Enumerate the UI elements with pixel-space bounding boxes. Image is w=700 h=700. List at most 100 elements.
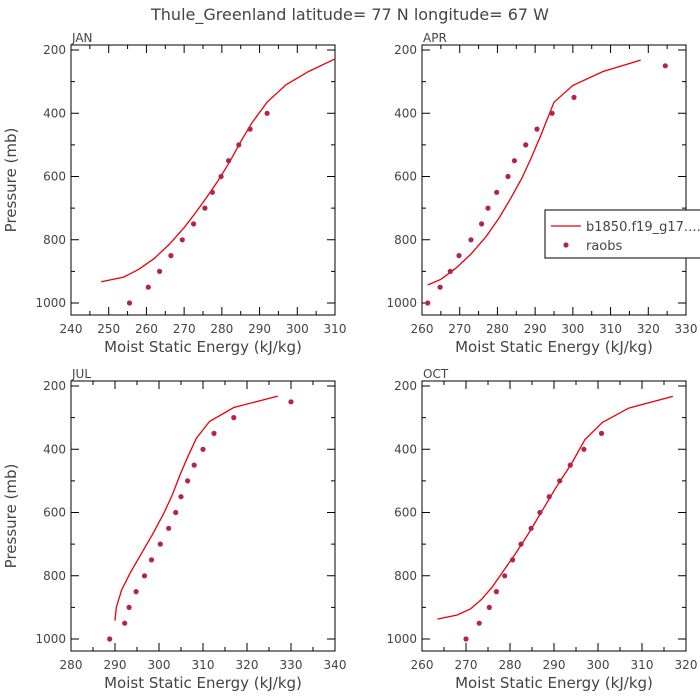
panel-label: JAN: [71, 31, 93, 45]
raobs-point: [511, 158, 517, 164]
plot-frame: [421, 44, 687, 316]
raobs-point: [173, 509, 179, 516]
y-tick-label: 600: [43, 506, 66, 520]
x-tick-label: 330: [675, 322, 698, 336]
raobs-point: [157, 541, 163, 547]
x-tick-label: 330: [280, 658, 303, 672]
x-tick-label: 320: [675, 658, 698, 672]
raobs-point: [211, 430, 217, 436]
x-tick-label: 300: [286, 322, 309, 336]
raobs-point: [476, 620, 482, 626]
raobs-point: [581, 446, 587, 452]
y-tick-label: 800: [394, 569, 417, 583]
x-tick-label: 260: [411, 322, 434, 336]
x-axis-label: Moist Static Energy (kJ/kg): [104, 338, 302, 356]
raobs-point: [662, 63, 668, 69]
raobs-point: [157, 268, 163, 274]
x-tick-label: 320: [236, 658, 259, 672]
x-tick-label: 270: [173, 322, 196, 336]
x-tick-label: 250: [97, 322, 120, 336]
x-tick-label: 270: [455, 658, 478, 672]
x-tick-label: 280: [210, 322, 233, 336]
y-tick-label: 400: [43, 106, 66, 120]
raobs-point: [456, 253, 462, 259]
panel-apr: APR 260 270 280 290 300 310 320 330 200 400 600 800 1…: [386, 31, 697, 356]
raobs-point: [518, 541, 524, 547]
legend-box: [544, 209, 700, 259]
x-tick-label: 320: [637, 322, 660, 336]
x-axis-label: Moist Static Energy (kJ/kg): [455, 674, 653, 692]
legend-raobs-label: raobs: [586, 239, 623, 254]
x-tick-label: 290: [248, 322, 271, 336]
raobs-point: [486, 604, 492, 611]
raobs-point: [505, 173, 511, 180]
plot-frame: [421, 380, 687, 652]
raobs-point: [126, 604, 132, 611]
raobs-point: [567, 462, 573, 468]
data-layer: [101, 58, 335, 306]
plot-frame: [70, 380, 336, 652]
panel-label: APR: [423, 31, 447, 45]
x-tick-label: 240: [60, 322, 83, 336]
raobs-point: [425, 300, 431, 306]
raobs-point: [191, 462, 197, 468]
panel-label: OCT: [423, 367, 449, 381]
plot-frame: [70, 44, 336, 316]
x-tick-label: 340: [324, 658, 347, 672]
x-tick-label: 310: [631, 658, 654, 672]
raobs-point: [247, 126, 253, 132]
x-tick-label: 290: [104, 658, 127, 672]
legend-model-label: b1850.f19_g17.…: [586, 220, 700, 235]
y-tick-label: 400: [394, 106, 417, 120]
legend-marker-swatch: [563, 242, 569, 248]
raobs-point: [288, 399, 294, 405]
y-tick-label: 1000: [35, 632, 66, 646]
x-tick-label: 300: [561, 322, 584, 336]
model-line: [114, 395, 278, 621]
raobs-point: [178, 494, 184, 500]
raobs-point: [557, 478, 563, 484]
raobs-point: [523, 142, 529, 148]
y-tick-label: 200: [394, 379, 417, 393]
panel-jan: JAN 240 250 260 270 280 290 300 310 200 400 600 800 1…: [2, 31, 346, 356]
raobs-point: [236, 142, 242, 148]
raobs-point: [485, 205, 491, 211]
raobs-point: [122, 620, 128, 626]
raobs-point: [537, 509, 543, 516]
raobs-point: [493, 589, 499, 595]
raobs-point: [202, 205, 208, 211]
data-layer: [107, 395, 294, 642]
x-tick-label: 300: [148, 658, 171, 672]
y-tick-label: 800: [43, 569, 66, 583]
y-axis-label: Pressure (mb): [2, 464, 20, 569]
raobs-point: [509, 557, 516, 563]
raobs-point: [571, 94, 577, 100]
raobs-point: [218, 173, 224, 180]
y-tick-label: 1000: [35, 296, 66, 310]
x-tick-label: 310: [599, 322, 622, 336]
x-axis-label: Moist Static Energy (kJ/kg): [455, 338, 653, 356]
x-tick-label: 280: [60, 658, 83, 672]
x-tick-label: 300: [587, 658, 610, 672]
raobs-point: [191, 221, 197, 227]
raobs-point: [200, 446, 206, 452]
raobs-point: [185, 478, 191, 484]
x-tick-label: 310: [324, 322, 347, 336]
y-tick-label: 200: [394, 43, 417, 57]
raobs-point: [168, 253, 174, 259]
raobs-point: [437, 284, 443, 290]
raobs-point: [209, 189, 215, 195]
raobs-point: [145, 284, 151, 290]
raobs-point: [148, 557, 155, 563]
y-tick-label: 200: [43, 379, 66, 393]
raobs-point: [598, 430, 605, 436]
raobs-point: [479, 221, 485, 227]
y-tick-label: 600: [394, 170, 417, 184]
x-tick-label: 290: [524, 322, 547, 336]
raobs-point: [463, 636, 469, 642]
y-tick-label: 200: [43, 43, 66, 57]
raobs-point: [126, 300, 133, 306]
figure-title: Thule_Greenland latitude= 77 N longitude…: [150, 5, 549, 25]
y-tick-label: 800: [43, 233, 66, 247]
x-tick-label: 280: [486, 322, 509, 336]
